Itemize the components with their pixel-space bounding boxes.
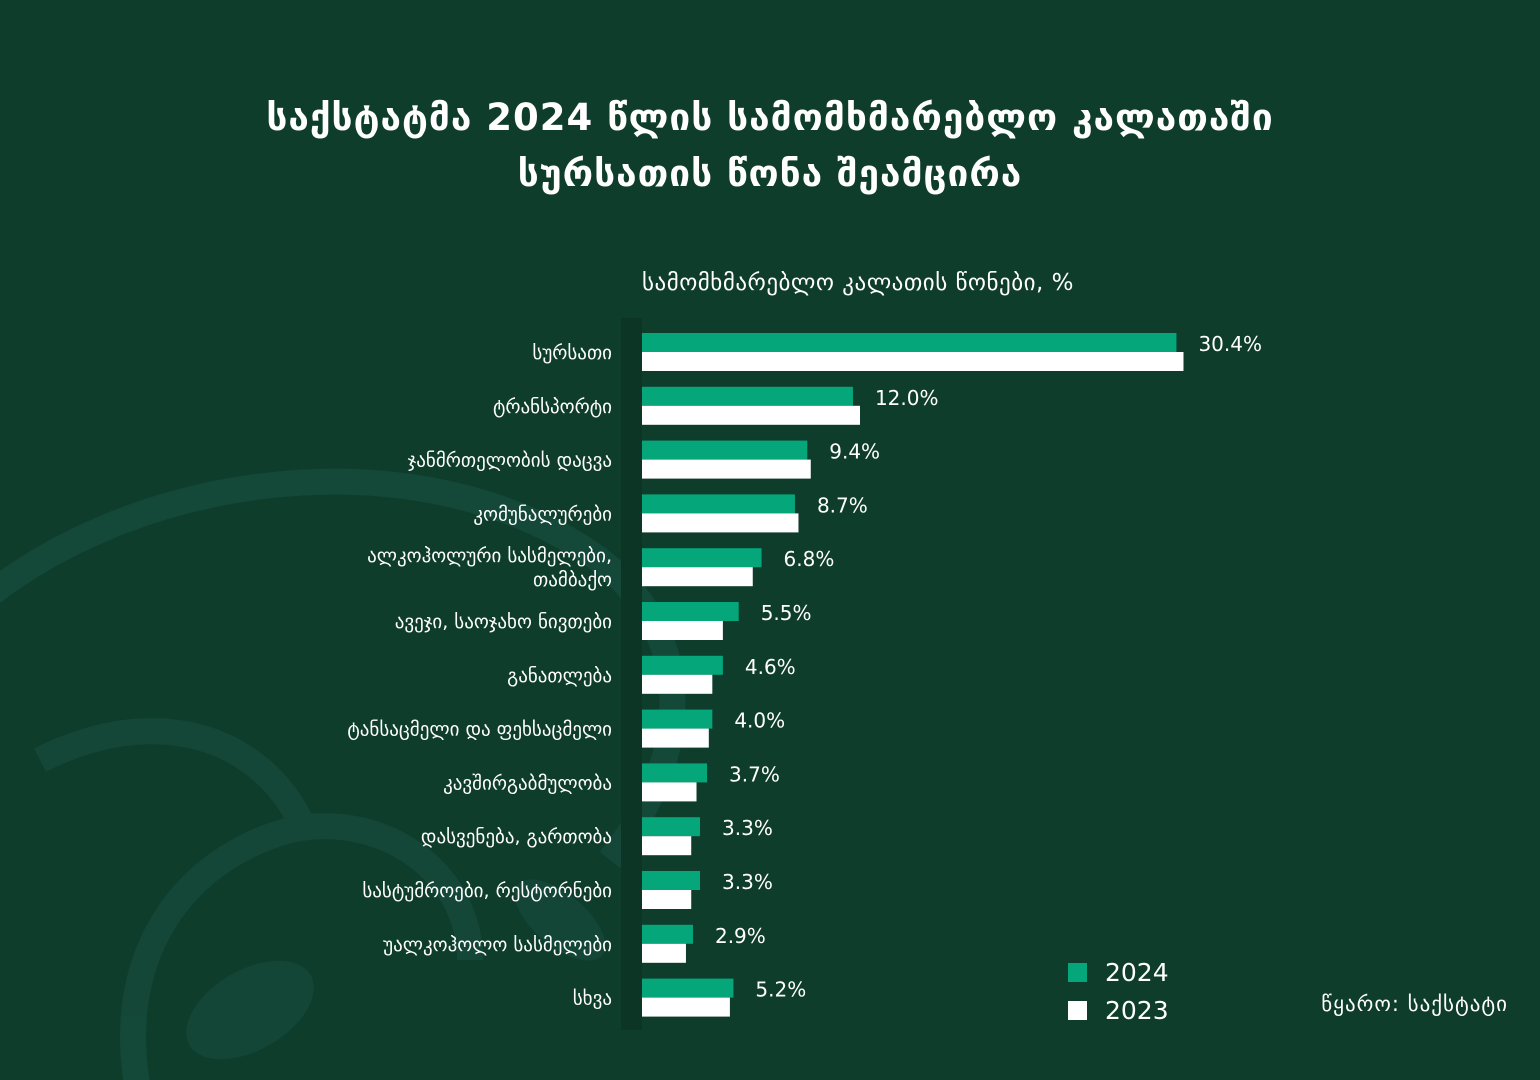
category-group: 5.5% ავეჯი, საოჯახო ნივთები <box>395 601 812 640</box>
category-group: 4.0% ტანსაცმელი და ფეხსაცმელი <box>347 709 785 748</box>
bar-2024 <box>642 386 853 406</box>
bar-2023 <box>642 836 692 856</box>
category-group: 9.4% ჯანმრთელობის დაცვა <box>408 440 880 479</box>
category-label: დასვენება, გართობა <box>421 826 612 848</box>
category-label: უალკოჰოლო სასმელები <box>383 934 612 956</box>
category-label: ჯანმრთელობის დაცვა <box>408 450 612 472</box>
page-title: საქსტატმა 2024 წლის სამომხმარებლო კალათა… <box>0 90 1540 202</box>
legend-label-2023: 2023 <box>1105 995 1169 1025</box>
bar-2024 <box>642 871 701 890</box>
chart-legend: 2024 2023 <box>1068 953 1169 1029</box>
bar-2023 <box>642 459 811 479</box>
legend-item-2024: 2024 <box>1068 953 1169 991</box>
category-group: 12.0% ტრანსპორტი <box>493 386 939 425</box>
category-label: სურსათი <box>532 342 612 364</box>
bar-2024 <box>642 924 693 944</box>
category-group: 8.7% კომუნალურები <box>473 493 868 533</box>
bar-2024 <box>642 817 701 837</box>
category-group: 3.3% დასვენება, გართობა <box>421 816 773 856</box>
bar-2023 <box>642 728 709 748</box>
bar-2023 <box>642 674 713 694</box>
category-group: 3.7% კავშირგაბმულობა <box>443 762 780 802</box>
category-label: სასტუმროები, რესტორნები <box>362 880 612 902</box>
y-axis-spine <box>621 318 642 1030</box>
data-label: 9.4% <box>829 440 880 464</box>
bar-2023 <box>642 782 697 802</box>
category-label: ალკოჰოლური სასმელები, <box>367 545 612 567</box>
category-label: თამბაქო <box>533 569 612 591</box>
legend-swatch-2023 <box>1068 1000 1087 1020</box>
category-group: 30.4% სურსათი <box>532 332 1262 371</box>
legend-swatch-2024 <box>1068 962 1087 982</box>
legend-item-2023: 2023 <box>1068 991 1169 1029</box>
category-label: ტრანსპორტი <box>493 396 612 418</box>
legend-label-2024: 2024 <box>1105 957 1169 987</box>
data-label: 3.3% <box>722 870 773 894</box>
category-label: ტანსაცმელი და ფეხსაცმელი <box>347 719 612 741</box>
bar-2023 <box>642 405 860 425</box>
bar-2023 <box>642 621 723 640</box>
data-label: 3.3% <box>722 816 773 840</box>
bar-2023 <box>642 352 1184 371</box>
data-label: 6.8% <box>784 547 835 571</box>
bar-2024 <box>642 655 723 675</box>
bar-2023 <box>642 513 799 533</box>
bar-2024 <box>642 440 808 460</box>
bar-2023 <box>642 943 686 963</box>
data-label: 5.2% <box>755 978 806 1002</box>
bar-2023 <box>642 997 730 1017</box>
data-label: 3.7% <box>729 762 780 786</box>
bar-2024 <box>642 333 1177 352</box>
data-label: 5.5% <box>761 601 812 625</box>
source-note: წყარო: საქსტატი <box>1321 992 1508 1016</box>
bar-2024 <box>642 548 762 568</box>
category-label: კომუნალურები <box>473 503 612 525</box>
bar-2024 <box>642 709 713 729</box>
category-label: განათლება <box>507 665 612 687</box>
data-label: 2.9% <box>715 924 766 948</box>
bar-2024 <box>642 763 708 783</box>
data-label: 12.0% <box>875 386 939 410</box>
data-label: 4.6% <box>745 655 796 679</box>
category-group: 4.6% განათლება <box>507 655 796 694</box>
bar-2024 <box>642 978 734 998</box>
bar-2024 <box>642 602 739 621</box>
category-label: ავეჯი, საოჯახო ნივთები <box>395 611 612 633</box>
bar-2023 <box>642 890 692 909</box>
category-group: 3.3% სასტუმროები, რესტორნები <box>362 870 773 909</box>
data-label: 4.0% <box>734 709 785 733</box>
title-line-2: სურსათის წონა შეამცირა <box>517 152 1023 195</box>
bar-2023 <box>642 567 753 587</box>
title-line-1: საქსტატმა 2024 წლის სამომხმარებლო კალათა… <box>266 96 1274 139</box>
chart-title: სამომხმარებლო კალათის წონები, % <box>642 270 1074 296</box>
category-group: 6.8% ალკოჰოლური სასმელები,თამბაქო <box>367 545 834 591</box>
category-group: 2.9% უალკოჰოლო სასმელები <box>383 924 766 963</box>
bar-2024 <box>642 494 795 514</box>
category-label: სხვა <box>573 988 612 1010</box>
data-label: 30.4% <box>1198 332 1262 356</box>
data-label: 8.7% <box>817 493 868 517</box>
category-label: კავშირგაბმულობა <box>443 772 612 794</box>
category-group: 5.2% სხვა <box>573 978 806 1017</box>
